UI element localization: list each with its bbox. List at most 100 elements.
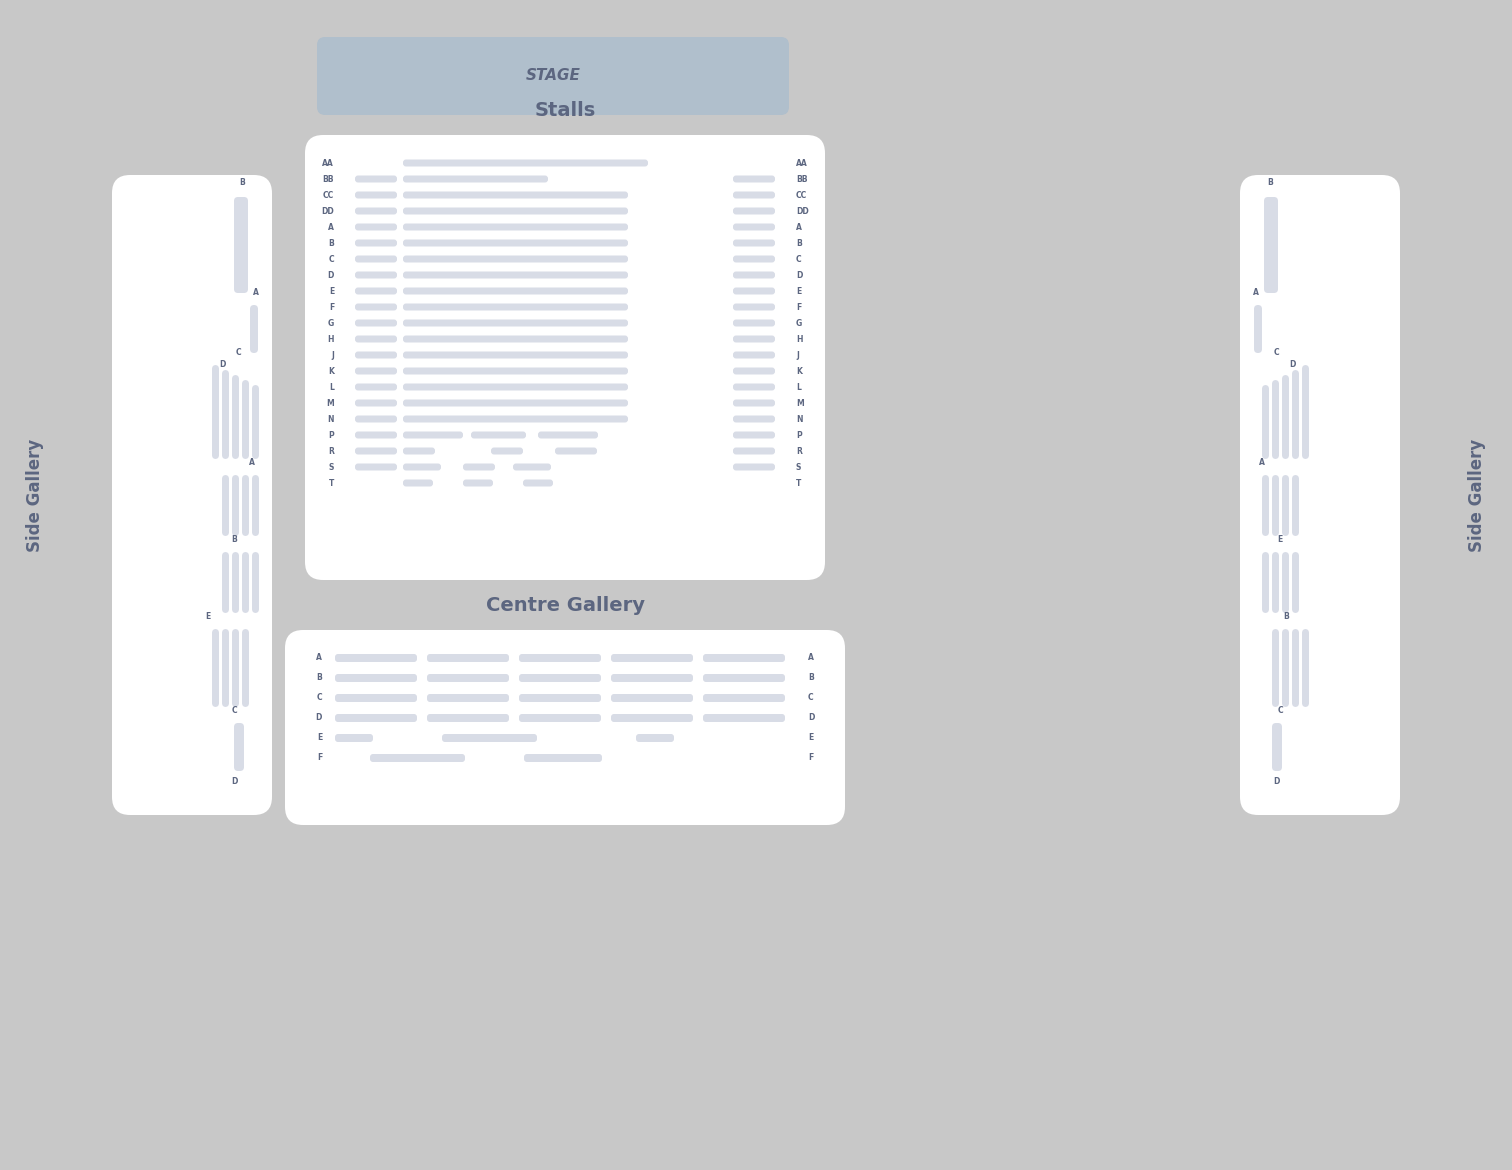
FancyBboxPatch shape <box>703 714 785 722</box>
Text: Side Gallery: Side Gallery <box>1468 439 1486 551</box>
FancyBboxPatch shape <box>523 480 553 487</box>
Text: E: E <box>316 734 322 743</box>
FancyBboxPatch shape <box>212 629 219 707</box>
Text: A: A <box>249 457 256 467</box>
FancyBboxPatch shape <box>253 475 259 536</box>
Text: BB: BB <box>795 174 807 184</box>
Text: C: C <box>807 694 813 702</box>
Text: D: D <box>316 714 322 723</box>
FancyBboxPatch shape <box>1263 552 1269 613</box>
Text: D: D <box>1288 360 1296 369</box>
FancyBboxPatch shape <box>426 714 510 722</box>
FancyBboxPatch shape <box>733 367 776 374</box>
FancyBboxPatch shape <box>336 734 373 742</box>
FancyBboxPatch shape <box>442 734 537 742</box>
FancyBboxPatch shape <box>1291 629 1299 707</box>
FancyBboxPatch shape <box>733 463 776 470</box>
FancyBboxPatch shape <box>222 552 228 613</box>
FancyBboxPatch shape <box>519 674 600 682</box>
Text: H: H <box>795 335 803 344</box>
Text: B: B <box>795 239 801 248</box>
Text: F: F <box>328 303 334 311</box>
FancyBboxPatch shape <box>733 176 776 183</box>
Text: D: D <box>231 777 237 786</box>
FancyBboxPatch shape <box>404 447 435 454</box>
Text: A: A <box>328 222 334 232</box>
FancyBboxPatch shape <box>519 694 600 702</box>
Text: DD: DD <box>321 206 334 215</box>
FancyBboxPatch shape <box>611 674 692 682</box>
FancyBboxPatch shape <box>404 207 627 214</box>
Text: A: A <box>1253 288 1259 297</box>
Text: R: R <box>795 447 801 455</box>
FancyBboxPatch shape <box>733 271 776 278</box>
FancyBboxPatch shape <box>249 305 259 353</box>
Text: D: D <box>1273 777 1279 786</box>
Text: M: M <box>795 399 804 407</box>
FancyBboxPatch shape <box>355 223 398 230</box>
Text: Side Gallery: Side Gallery <box>26 439 44 551</box>
Text: S: S <box>328 462 334 472</box>
FancyBboxPatch shape <box>253 385 259 459</box>
Text: B: B <box>1284 612 1288 621</box>
FancyBboxPatch shape <box>404 336 627 343</box>
FancyBboxPatch shape <box>355 303 398 310</box>
FancyBboxPatch shape <box>733 255 776 262</box>
FancyBboxPatch shape <box>1282 376 1290 459</box>
FancyBboxPatch shape <box>733 319 776 326</box>
Text: AA: AA <box>795 158 807 167</box>
FancyBboxPatch shape <box>1291 552 1299 613</box>
FancyBboxPatch shape <box>404 319 627 326</box>
FancyBboxPatch shape <box>733 351 776 358</box>
FancyBboxPatch shape <box>472 432 526 439</box>
FancyBboxPatch shape <box>404 176 547 183</box>
Text: N: N <box>795 414 803 424</box>
Text: F: F <box>795 303 801 311</box>
FancyBboxPatch shape <box>284 629 845 825</box>
Text: T: T <box>328 479 334 488</box>
FancyBboxPatch shape <box>355 447 398 454</box>
Text: E: E <box>795 287 801 296</box>
FancyBboxPatch shape <box>404 432 463 439</box>
FancyBboxPatch shape <box>426 694 510 702</box>
FancyBboxPatch shape <box>733 288 776 295</box>
Text: F: F <box>807 753 813 763</box>
FancyBboxPatch shape <box>733 303 776 310</box>
FancyBboxPatch shape <box>733 336 776 343</box>
FancyBboxPatch shape <box>1240 176 1400 815</box>
FancyBboxPatch shape <box>733 399 776 406</box>
Text: AA: AA <box>322 158 334 167</box>
FancyBboxPatch shape <box>242 475 249 536</box>
FancyBboxPatch shape <box>355 384 398 391</box>
Text: A: A <box>1259 457 1266 467</box>
Text: BB: BB <box>322 174 334 184</box>
FancyBboxPatch shape <box>355 367 398 374</box>
FancyBboxPatch shape <box>404 271 627 278</box>
FancyBboxPatch shape <box>336 694 417 702</box>
FancyBboxPatch shape <box>404 415 627 422</box>
FancyBboxPatch shape <box>370 753 466 762</box>
FancyBboxPatch shape <box>234 723 243 771</box>
Text: K: K <box>328 366 334 376</box>
Text: D: D <box>807 714 815 723</box>
FancyBboxPatch shape <box>611 654 692 662</box>
FancyBboxPatch shape <box>555 447 597 454</box>
FancyBboxPatch shape <box>426 674 510 682</box>
FancyBboxPatch shape <box>355 176 398 183</box>
FancyBboxPatch shape <box>1272 723 1282 771</box>
FancyBboxPatch shape <box>355 288 398 295</box>
FancyBboxPatch shape <box>404 240 627 247</box>
FancyBboxPatch shape <box>355 463 398 470</box>
Text: A: A <box>253 288 259 297</box>
FancyBboxPatch shape <box>1302 629 1309 707</box>
FancyBboxPatch shape <box>404 159 649 166</box>
FancyBboxPatch shape <box>538 432 599 439</box>
FancyBboxPatch shape <box>703 654 785 662</box>
Text: S: S <box>795 462 801 472</box>
FancyBboxPatch shape <box>355 207 398 214</box>
FancyBboxPatch shape <box>231 629 239 707</box>
FancyBboxPatch shape <box>242 380 249 459</box>
FancyBboxPatch shape <box>355 415 398 422</box>
Text: B: B <box>1267 178 1273 187</box>
FancyBboxPatch shape <box>733 207 776 214</box>
